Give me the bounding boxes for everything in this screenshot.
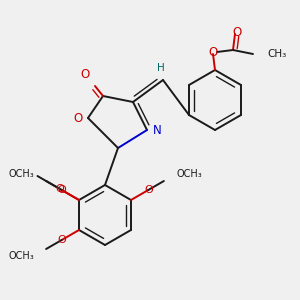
Text: O: O <box>57 235 66 245</box>
Text: O: O <box>232 26 242 38</box>
Text: O: O <box>56 184 64 194</box>
Text: O: O <box>208 46 217 59</box>
Text: O: O <box>80 68 90 80</box>
Text: OCH₃: OCH₃ <box>8 169 34 179</box>
Text: OCH₃: OCH₃ <box>8 251 34 261</box>
Text: H: H <box>157 63 165 73</box>
Text: O: O <box>74 112 82 124</box>
Text: OCH₃: OCH₃ <box>176 169 202 179</box>
Text: CH₃: CH₃ <box>267 49 286 59</box>
Text: N: N <box>153 124 161 136</box>
Text: O: O <box>57 185 66 195</box>
Text: O: O <box>144 185 153 195</box>
